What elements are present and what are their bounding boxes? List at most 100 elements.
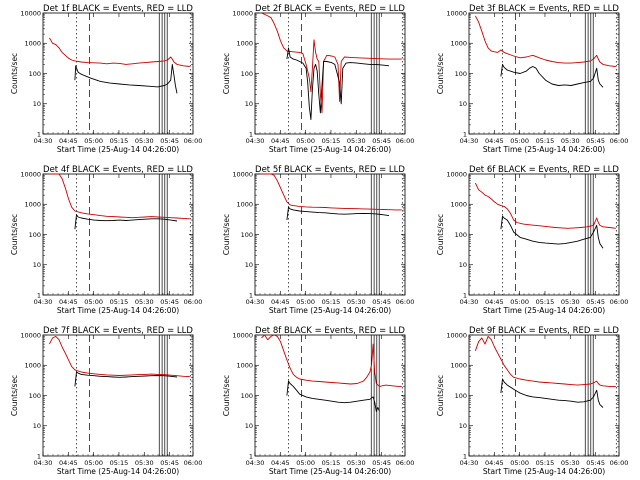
x-tick-label: 05:45 [372,459,391,467]
x-tick-label: 04:30 [246,298,265,306]
events-series-line [286,380,380,412]
y-axis-label: Counts/sec [436,214,445,255]
y-axis-label: Counts/sec [222,375,231,416]
x-tick-label: 04:45 [271,298,290,306]
x-tick-label: 05:00 [296,459,315,467]
x-tick-label: 05:15 [110,137,129,145]
x-tick-label: 05:15 [536,459,555,467]
y-tick-label: 100 [29,231,41,239]
events-series-line [74,214,178,230]
x-tick-label: 06:00 [610,137,629,145]
y-tick-label: 10 [245,261,253,269]
x-tick-label: 05:45 [586,298,605,306]
x-tick-label: 05:30 [135,298,154,306]
x-tick-label: 04:45 [59,298,78,306]
x-tick-label: 04:45 [271,459,290,467]
y-tick-label: 100 [241,392,253,400]
x-axis-label: Start Time (25-Aug-14 04:26:00) [483,145,605,154]
x-tick-label: 04:30 [34,298,53,306]
x-axis-label: Start Time (25-Aug-14 04:26:00) [483,467,605,476]
x-tick-label: 05:00 [296,137,315,145]
x-tick-label: 04:45 [59,459,78,467]
plot-frame [468,12,620,135]
y-tick-label: 100 [241,70,253,78]
x-tick-label: 05:15 [322,137,341,145]
x-tick-label: 05:30 [347,137,366,145]
chart-title: Det 4f BLACK = Events, RED = LLD [43,165,193,175]
events-series-line [500,63,604,88]
x-tick-label: 05:15 [110,298,129,306]
lld-series-line [474,335,616,387]
y-tick-label: 1000 [236,201,253,209]
lld-series-line [261,173,402,211]
chart-title: Det 8f BLACK = Events, RED = LLD [255,326,405,336]
x-tick-label: 04:30 [246,459,265,467]
chart-panel-8: Det 8f BLACK = Events, RED = LLD 1 10 100 10… [222,326,414,476]
events-series-line [500,378,604,408]
chart-panel-5: Det 5f BLACK = Events, RED = LLD 1 10 100 10… [222,165,414,315]
x-tick-label: 05:45 [372,298,391,306]
plot-frame [254,173,406,296]
x-tick-label: 05:15 [536,298,555,306]
y-tick-label: 1000 [450,201,467,209]
y-tick-label: 10 [33,261,41,269]
y-tick-label: 1 [463,291,467,299]
plot-frame [42,12,194,135]
chart-title: Det 3f BLACK = Events, RED = LLD [469,4,619,14]
chart-panel-4: Det 4f BLACK = Events, RED = LLD 1 10 100 10… [10,165,202,315]
x-axis-label: Start Time (25-Aug-14 04:26:00) [57,145,179,154]
x-tick-label: 05:00 [296,298,315,306]
y-tick-label: 10 [245,422,253,430]
x-axis-label: Start Time (25-Aug-14 04:26:00) [269,306,391,315]
x-tick-label: 05:30 [347,298,366,306]
y-tick-label: 10000 [232,170,253,178]
x-tick-label: 05:15 [322,459,341,467]
y-tick-label: 1 [37,130,41,138]
x-tick-label: 04:30 [460,137,479,145]
x-axis-label: Start Time (25-Aug-14 04:26:00) [57,306,179,315]
y-tick-label: 1 [463,452,467,460]
x-tick-label: 06:00 [396,298,415,306]
plot-frame [468,334,620,457]
chart-title: Det 5f BLACK = Events, RED = LLD [255,165,405,175]
x-tick-label: 04:45 [271,137,290,145]
lld-series-line [49,335,190,378]
y-tick-label: 1 [37,452,41,460]
x-tick-label: 05:15 [322,298,341,306]
x-tick-label: 05:45 [372,137,391,145]
x-tick-label: 04:30 [460,298,479,306]
x-tick-label: 05:45 [586,459,605,467]
y-tick-label: 10 [33,100,41,108]
x-tick-label: 05:00 [510,137,529,145]
y-axis-label: Counts/sec [10,375,19,416]
y-tick-label: 1000 [24,201,41,209]
events-series-line [286,206,390,221]
y-axis-label: Counts/sec [10,53,19,94]
x-tick-label: 06:00 [396,459,415,467]
x-axis-label: Start Time (25-Aug-14 04:26:00) [269,145,391,154]
y-tick-label: 10000 [232,9,253,17]
y-tick-label: 10 [459,261,467,269]
x-tick-label: 05:45 [160,137,179,145]
x-tick-label: 06:00 [184,459,203,467]
y-tick-label: 10000 [446,331,467,339]
x-axis-label: Start Time (25-Aug-14 04:26:00) [269,467,391,476]
y-tick-label: 1000 [236,362,253,370]
events-series-line [74,63,178,94]
x-tick-label: 04:30 [246,137,265,145]
y-tick-label: 1 [249,452,253,460]
y-tick-label: 10000 [232,331,253,339]
x-tick-label: 05:15 [536,137,555,145]
x-axis-label: Start Time (25-Aug-14 04:26:00) [483,306,605,315]
y-tick-label: 1000 [450,40,467,48]
chart-title: Det 2f BLACK = Events, RED = LLD [255,4,405,14]
events-series-line [74,371,178,387]
y-tick-label: 10000 [446,9,467,17]
lld-series-line [261,334,402,387]
x-tick-label: 04:45 [485,298,504,306]
y-tick-label: 1000 [450,362,467,370]
x-tick-label: 04:45 [485,459,504,467]
y-tick-label: 1000 [24,362,41,370]
y-tick-label: 10 [245,100,253,108]
